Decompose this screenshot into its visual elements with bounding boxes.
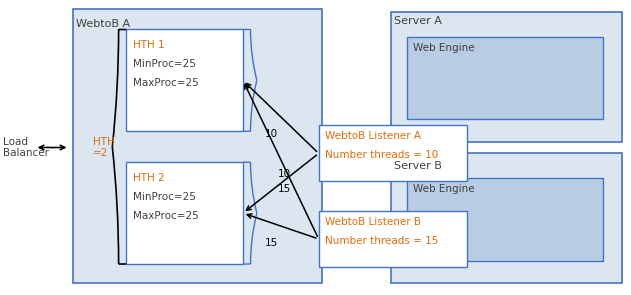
Text: HTH 2: HTH 2 [133, 173, 164, 183]
Text: HTH
=2: HTH =2 [93, 137, 115, 158]
Bar [126, 162, 243, 264]
Text: Number threads = 10: Number threads = 10 [325, 150, 438, 160]
Bar [407, 37, 603, 119]
Text: MaxProc=25: MaxProc=25 [133, 211, 198, 221]
Bar [391, 153, 622, 283]
Text: 15: 15 [265, 238, 278, 248]
Text: Server A: Server A [394, 16, 442, 26]
Text: 10: 10 [278, 169, 290, 179]
Bar [126, 30, 243, 131]
Text: HTH 1: HTH 1 [133, 40, 164, 50]
Text: Load
Balancer: Load Balancer [3, 137, 49, 158]
Text: Web Engine: Web Engine [413, 184, 475, 194]
Text: WebtoB Listener B: WebtoB Listener B [325, 217, 421, 227]
Bar [73, 9, 322, 283]
Text: MinProc=25: MinProc=25 [133, 192, 196, 202]
Text: Server B: Server B [394, 161, 442, 171]
Text: MinProc=25: MinProc=25 [133, 59, 196, 69]
Bar [391, 12, 622, 142]
Text: Number threads = 15: Number threads = 15 [325, 236, 439, 246]
Bar [319, 211, 467, 267]
Text: WebtoB Listener A: WebtoB Listener A [325, 131, 421, 141]
Text: WebtoB A: WebtoB A [76, 19, 130, 29]
Bar [319, 125, 467, 181]
Text: MaxProc=25: MaxProc=25 [133, 78, 198, 88]
Text: 10: 10 [265, 129, 278, 139]
Text: Web Engine: Web Engine [413, 43, 475, 53]
Text: 15: 15 [278, 184, 290, 194]
Bar [407, 178, 603, 261]
